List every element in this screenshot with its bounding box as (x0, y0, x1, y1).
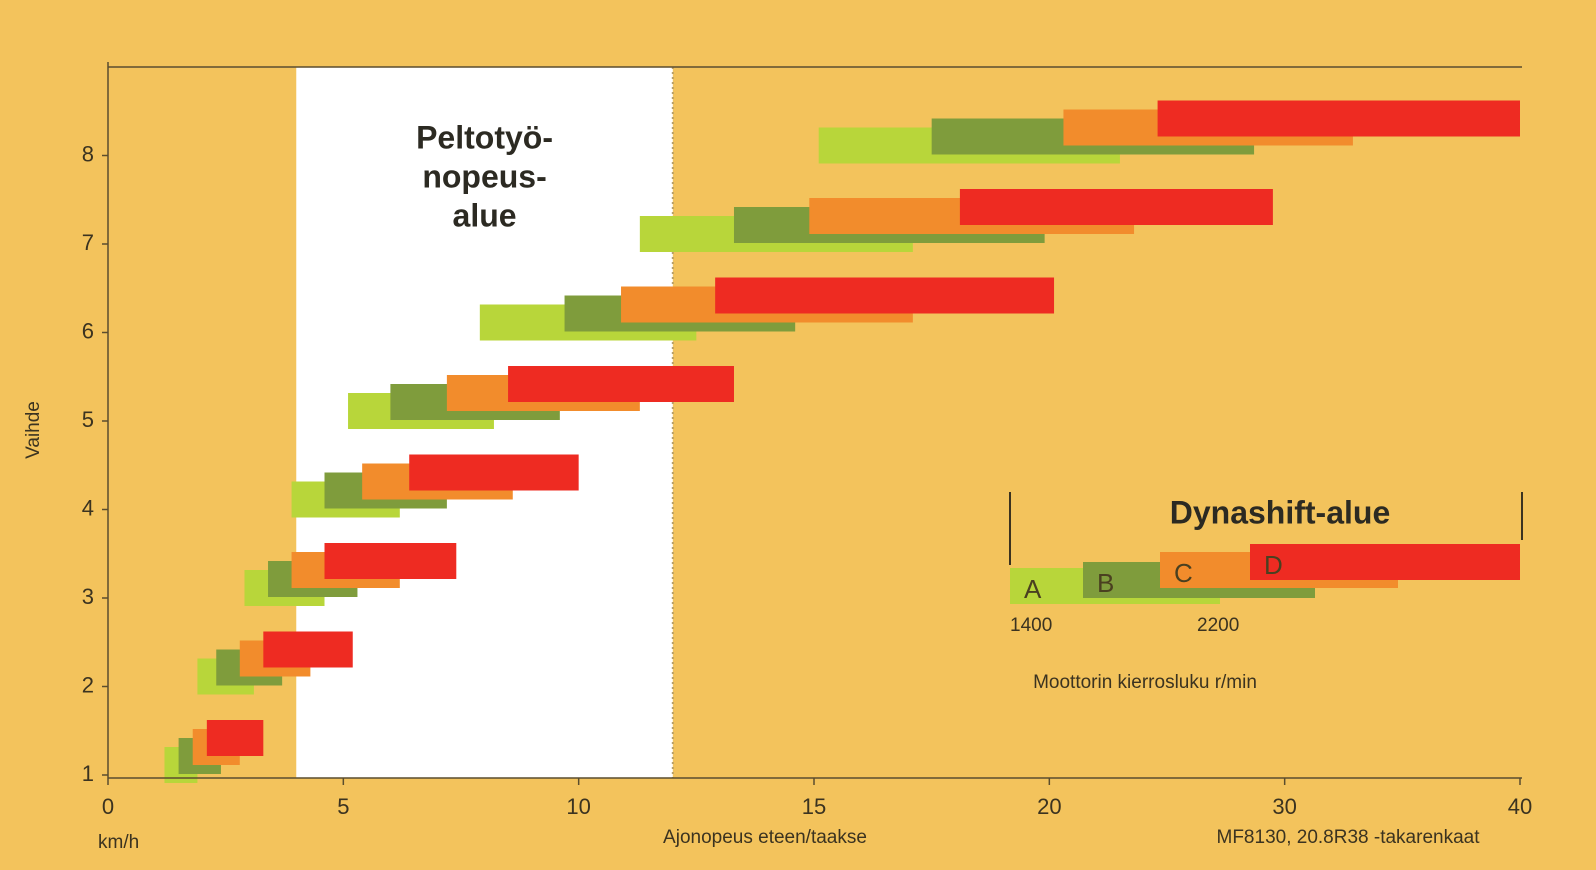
legend-tick-label: 1400 (1010, 615, 1052, 636)
legend-label: C (1174, 558, 1193, 588)
x-tick-label: 5 (337, 794, 349, 819)
range-bar (409, 454, 579, 491)
legend: Dynashift-alue Moottorin kierrosluku r/m… (1009, 492, 1523, 693)
y-tick-label: 1 (82, 761, 94, 786)
range-bar (508, 366, 734, 402)
field-zone-label: Peltotyö- (416, 119, 553, 155)
chart-note: MF8130, 20.8R38 -takarenkaat (1217, 827, 1481, 848)
legend-swatch (1250, 544, 1520, 580)
y-tick-label: 2 (82, 672, 94, 697)
field-zone-label: alue (453, 197, 517, 233)
legend-label: B (1097, 568, 1114, 598)
range-bar (715, 277, 1055, 314)
y-tick-label: 5 (82, 407, 94, 432)
x-tick-label: 10 (566, 794, 590, 819)
x-tick-label: 30 (1272, 794, 1296, 819)
x-tick-label: 40 (1508, 794, 1532, 819)
legend-label: D (1264, 550, 1283, 580)
range-bar (206, 720, 264, 756)
y-tick-label: 8 (82, 141, 94, 166)
range-bar (1157, 100, 1520, 137)
field-zone-label: nopeus- (422, 158, 546, 194)
range-bar (324, 543, 457, 579)
bars (164, 100, 1520, 783)
y-axis-title: Vaihde (23, 401, 44, 459)
x-tick-label: 20 (1037, 794, 1061, 819)
x-unit: km/h (98, 832, 139, 853)
legend-title: Dynashift-alue (1170, 494, 1390, 530)
legend-label: A (1024, 574, 1042, 604)
x-axis-title: Ajonopeus eteen/taakse (663, 827, 867, 848)
y-tick-label: 7 (82, 230, 94, 255)
x-tick-label: 0 (102, 794, 114, 819)
range-bar (959, 189, 1273, 225)
legend-tick-label: 2200 (1197, 615, 1239, 636)
x-tick-label: 15 (802, 794, 826, 819)
y-tick-label: 4 (82, 495, 94, 520)
legend-axis-title: Moottorin kierrosluku r/min (1033, 672, 1257, 693)
axes: 1 2 3 4 5 6 7 8 0 5 10 15 20 30 40 (82, 62, 1532, 819)
y-tick-label: 6 (82, 318, 94, 343)
range-bar (263, 631, 353, 668)
y-tick-label: 3 (82, 584, 94, 609)
